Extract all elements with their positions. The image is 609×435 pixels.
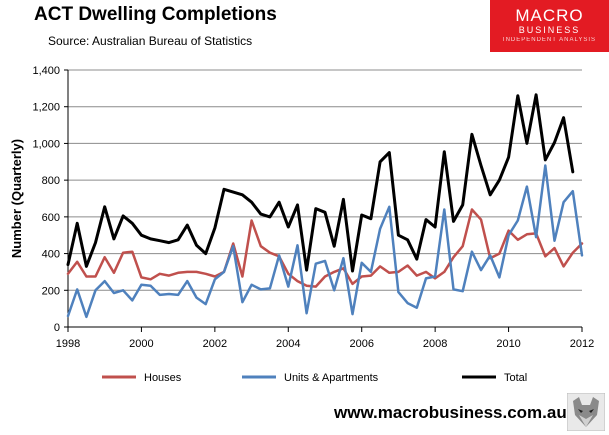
chart-title: ACT Dwelling Completions [34, 4, 277, 25]
series-line-houses [66, 208, 584, 288]
y-tick-label: 0 [54, 322, 60, 334]
series-line-total [66, 93, 575, 273]
logo-line-1: MACRO [515, 6, 584, 25]
series-line-units-apartments [66, 164, 584, 319]
y-axis-label: Number (Quarterly) [9, 139, 24, 258]
x-tick-label: 2000 [129, 338, 153, 350]
y-tick-label: 200 [42, 285, 60, 297]
logo-line-2: BUSINESS [518, 25, 581, 35]
y-tick-label: 400 [42, 249, 60, 261]
legend-label: Units & Apartments [284, 372, 379, 384]
x-tick-label: 2012 [570, 338, 594, 350]
y-tick-label: 1,400 [32, 65, 60, 77]
line-chart: 0 200 400 600 800 1,000 1,200 1,400 1998 2000 2002… [9, 65, 594, 384]
x-tick-label: 2008 [423, 338, 447, 350]
y-tick-label: 1,200 [32, 102, 60, 114]
y-tick-label: 600 [42, 212, 60, 224]
x-tick-label: 2006 [349, 338, 373, 350]
x-tick-label: 2010 [496, 338, 520, 350]
x-tick-label: 2002 [203, 338, 227, 350]
website-url[interactable]: www.macrobusiness.com.au [334, 403, 567, 422]
y-tick-label: 1,000 [32, 138, 60, 150]
chart-source: Source: Australian Bureau of Statistics [48, 34, 253, 48]
legend-label: Total [504, 372, 527, 384]
x-tick-label: 2004 [276, 338, 300, 350]
macrobusiness-logo[interactable]: MACRO BUSINESS INDEPENDENT ANALYSIS [490, 0, 609, 52]
wolf-logo-icon [567, 393, 605, 431]
y-tick-label: 800 [42, 175, 60, 187]
x-tick-label: 1998 [56, 338, 80, 350]
logo-line-3: INDEPENDENT ANALYSIS [502, 37, 597, 43]
legend-label: Houses [144, 372, 182, 384]
